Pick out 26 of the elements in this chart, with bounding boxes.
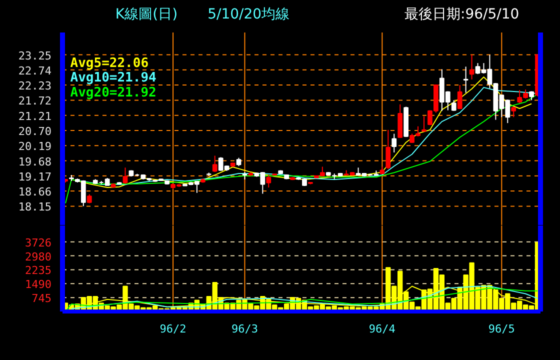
x-tick-label: 96/3 [231, 322, 258, 336]
y-tick-label: 22.74 [18, 64, 52, 78]
text: Avg10=21.94 [70, 70, 157, 86]
y-tick-label: 22.23 [18, 80, 52, 93]
y-tick-label: 21.72 [18, 94, 52, 108]
y-tick-label: 20.70 [18, 124, 52, 138]
text: Avg5=22.06 [70, 56, 149, 71]
y-tick-label: 19.17 [18, 170, 52, 184]
y-tick-label: 21.21 [18, 110, 52, 123]
y-tick-label: 745 [32, 292, 52, 306]
y-tick-label: 1490 [25, 278, 52, 292]
x-tick-label: 96/4 [368, 322, 396, 336]
x-tick-label: 96/2 [160, 322, 186, 336]
y-tick-label: 23.25 [18, 49, 52, 62]
text: Avg20=21.92 [70, 86, 156, 101]
y-tick-label: 20.19 [18, 140, 52, 154]
y-tick-label: 2235 [25, 264, 52, 278]
x-tick-label: 96/5 [488, 322, 515, 336]
text: 最後日期:96/5/10 [404, 6, 520, 22]
chart-title: K線圖(日) [115, 6, 178, 22]
y-tick-label: 2980 [25, 250, 52, 264]
y-tick-label: 3726 [25, 236, 52, 250]
y-tick-label: 18.15 [18, 200, 52, 214]
y-tick-label: 19.68 [18, 155, 52, 168]
text: 5/10/20均線 [208, 6, 290, 22]
y-tick-label: 18.66 [18, 186, 52, 199]
